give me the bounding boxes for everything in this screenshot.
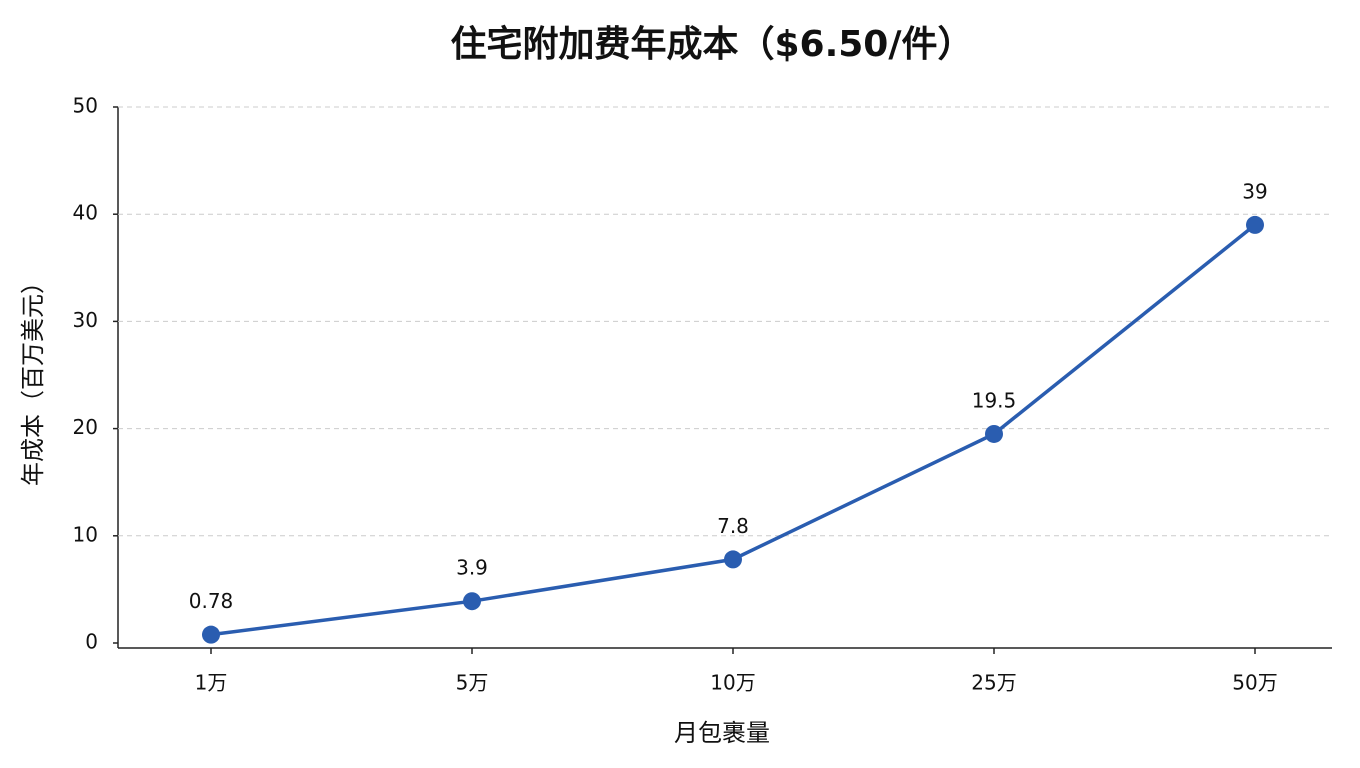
point: [985, 424, 1003, 443]
x-axis-label: 月包裹量: [674, 719, 770, 747]
point: [1246, 215, 1264, 234]
y-tick-label: 0: [85, 630, 98, 654]
y-tick-label: 50: [73, 94, 98, 118]
x-tick-label: 5万: [456, 671, 489, 695]
value-label: 19.5: [972, 388, 1017, 412]
x-tick-label: 50万: [1232, 671, 1277, 695]
y-tick-label: 40: [73, 201, 98, 225]
y-tick-label: 20: [73, 415, 98, 439]
value-label: 39: [1242, 179, 1267, 203]
point: [724, 550, 742, 569]
x-tick-label: 10万: [710, 671, 755, 695]
y-axis-label: 年成本（百万美元）: [19, 270, 47, 486]
x-tick-label: 25万: [971, 671, 1016, 695]
line: [210, 223, 1257, 637]
value-label: 7.8: [717, 514, 749, 538]
point: [463, 592, 481, 611]
y-tick-label: 30: [73, 308, 98, 332]
chart-title: 住宅附加费年成本（$6.50/件）: [450, 23, 973, 65]
value-label: 3.9: [456, 556, 488, 580]
point: [202, 625, 220, 644]
x-tick-label: 1万: [195, 671, 228, 695]
y-tick-label: 10: [73, 522, 98, 546]
value-label: 0.78: [189, 589, 234, 613]
